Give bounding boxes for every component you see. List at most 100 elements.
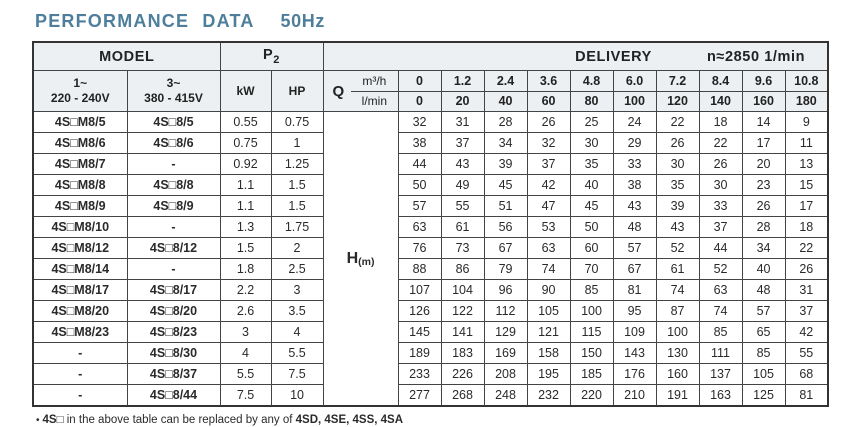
head-value-cell: 48 [741,279,786,301]
hp-cell: 3 [270,279,324,301]
flow-lmin-value: 0 [397,90,442,112]
hp-cell: 4 [270,321,324,343]
head-value-cell: 35 [569,153,614,175]
head-value-cell: 86 [440,258,485,280]
kw-cell: 2.2 [219,279,272,301]
head-value-cell: 79 [483,258,528,280]
head-value-cell: 23 [741,174,786,196]
flow-m3h-value: 1.2 [440,70,485,92]
kw-cell: 2.6 [219,300,272,322]
kw-cell: 3 [219,321,272,343]
head-value-cell: 14 [741,111,786,133]
head-value-cell: 45 [483,174,528,196]
head-value-cell: 74 [655,279,700,301]
kw-cell: 1.8 [219,258,272,280]
head-value-cell: 32 [526,132,571,154]
model-1ph-cell: 4S□M8/17 [32,279,128,301]
head-value-cell: 40 [569,174,614,196]
flow-m3h-value: 0 [397,70,442,92]
head-value-cell: 85 [698,321,743,343]
kw-cell: 1.5 [219,237,272,259]
kw-cell: 0.92 [219,153,272,175]
head-value-cell: 160 [655,363,700,385]
kw-cell: 7.5 [219,384,272,407]
head-value-cell: 220 [569,384,614,407]
flow-m3h-value: 10.8 [784,70,829,92]
footnote-text: in the above table can be replaced by an… [66,414,293,426]
head-value-cell: 34 [741,237,786,259]
head-value-cell: 268 [440,384,485,407]
hp-cell: 1.25 [270,153,324,175]
head-value-cell: 37 [784,300,829,322]
head-value-cell: 115 [569,321,614,343]
head-value-cell: 63 [526,237,571,259]
model-1ph-cell: 4S□M8/8 [32,174,128,196]
kw-cell: 5.5 [219,363,272,385]
hp-cell: 1.75 [270,216,324,238]
head-value-cell: 52 [655,237,700,259]
flow-lmin-value: 20 [440,90,485,112]
table-row: 4S□M8/20 4S□8/20 2.6 3.5 126 122 112 105 100 95 87… [32,300,829,322]
head-value-cell: 50 [397,174,442,196]
head-unit-label: (m) [358,255,375,268]
head-value-cell: 43 [440,153,485,175]
table-row: 4S□M8/12 4S□8/12 1.5 2 76 73 67 63 60 57 52 44 34 22 [32,237,829,259]
speed-label: n≈2850 1/min [706,48,806,65]
head-value-cell: 137 [698,363,743,385]
flow-m3h-row: 1~ 220 - 240V 3~ 380 - 415V kW HP Q m³/h… [32,70,829,112]
head-value-cell: 169 [483,342,528,364]
table-row: 4S□M8/6 4S□8/6 0.75 1 38 37 34 32 30 29 26 22 17 11 [32,132,829,154]
head-value-cell: 26 [741,195,786,217]
head-value-cell: 37 [440,132,485,154]
head-value-cell: 28 [741,216,786,238]
model-3ph-cell: - [126,216,221,238]
head-value-cell: 67 [483,237,528,259]
head-value-cell: 81 [784,384,829,407]
hp-cell: 10 [270,384,324,407]
flow-unit-cell: Q m³/h l/min [322,70,399,112]
head-value-cell: 50 [569,216,614,238]
head-value-cell: 107 [397,279,442,301]
model-3ph-cell: - [126,153,221,175]
head-value-cell: 109 [612,321,657,343]
kw-cell: 1.3 [219,216,272,238]
kw-cell: 1.1 [219,195,272,217]
head-value-cell: 53 [526,216,571,238]
model-3ph-cell: 4S□8/12 [126,237,221,259]
group-header-row: MODEL P2 DELIVERY n≈2850 1/min [32,41,829,71]
flow-m3h-value: 4.8 [569,70,614,92]
hp-cell: 2 [270,237,324,259]
head-value-cell: 38 [397,132,442,154]
kw-cell: 1.1 [219,174,272,196]
model-3ph-cell: - [126,258,221,280]
page-title: PERFORMANCE DATA 50Hz [0,0,846,41]
model-3ph-cell: 4S□8/5 [126,111,221,133]
table-row: -4S□8/44 7.5 10 277 268 248 232 220 210 191 163 125… [32,384,829,407]
col-header-1ph-phase: 1~ [73,76,88,90]
head-value-cell: 76 [397,237,442,259]
head-value-cell: 67 [612,258,657,280]
head-value-cell: 121 [526,321,571,343]
table-row: 4S□M8/9 4S□8/9 1.1 1.5 57 55 51 47 45 43 39 33 26 17 [32,195,829,217]
col-header-1ph-voltage: 220 - 240V [50,91,110,105]
performance-table-body: 4S□M8/5 4S□8/5 0.55 0.75 H(m) 32 31 28 26 25 24 22 1… [32,111,829,407]
model-1ph-cell: - [32,342,128,364]
model-3ph-cell: 4S□8/8 [126,174,221,196]
head-value-cell: 22 [698,132,743,154]
head-unit-cell: H(m) [322,111,399,407]
flow-lmin-value: 180 [784,90,829,112]
head-value-cell: 104 [440,279,485,301]
p2-label: P [263,47,274,64]
model-1ph-cell: 4S□M8/10 [32,216,128,238]
head-value-cell: 226 [440,363,485,385]
flow-symbol: Q [332,82,345,100]
head-value-cell: 15 [784,174,829,196]
head-value-cell: 22 [655,111,700,133]
model-1ph-cell: - [32,384,128,407]
head-value-cell: 9 [784,111,829,133]
performance-table: MODEL P2 DELIVERY n≈2850 1/min 1~ 220 - … [32,41,830,407]
head-value-cell: 42 [526,174,571,196]
head-value-cell: 183 [440,342,485,364]
table-row: -4S□8/37 5.5 7.5 233 226 208 195 185 176 160 137 10… [32,363,829,385]
model-3ph-cell: 4S□8/37 [126,363,221,385]
